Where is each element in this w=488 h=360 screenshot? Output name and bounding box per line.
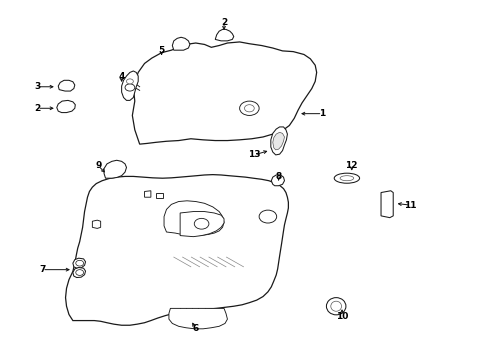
Polygon shape [104,160,126,178]
Text: 12: 12 [345,161,357,170]
Polygon shape [163,201,224,235]
Circle shape [194,219,208,229]
Circle shape [126,79,133,84]
Polygon shape [92,220,101,228]
Polygon shape [380,191,392,218]
Circle shape [76,260,83,266]
Circle shape [76,270,83,275]
Circle shape [244,105,254,112]
Polygon shape [73,267,85,278]
Text: 6: 6 [192,324,199,333]
Ellipse shape [330,301,341,311]
Polygon shape [122,71,138,100]
Text: 2: 2 [34,104,41,113]
Text: 2: 2 [221,18,227,27]
Polygon shape [57,100,75,113]
Circle shape [259,210,276,223]
Polygon shape [144,191,151,197]
Text: 5: 5 [158,46,164,55]
Polygon shape [215,30,233,41]
Polygon shape [168,309,227,329]
Text: 4: 4 [118,72,124,81]
Circle shape [239,101,259,116]
Circle shape [125,84,135,91]
Text: 3: 3 [34,82,41,91]
Text: 9: 9 [95,161,101,170]
Polygon shape [180,212,224,237]
Polygon shape [270,127,287,155]
Polygon shape [73,258,85,268]
Text: 8: 8 [275,172,281,181]
Ellipse shape [333,173,359,183]
Text: 1: 1 [319,109,325,118]
Text: 11: 11 [403,201,416,210]
Polygon shape [271,175,284,186]
Polygon shape [172,37,189,50]
Polygon shape [58,80,75,91]
Polygon shape [272,132,284,150]
Text: 7: 7 [39,265,45,274]
Polygon shape [132,42,316,144]
Text: 10: 10 [335,312,347,321]
Ellipse shape [339,176,353,181]
Polygon shape [156,193,162,198]
Polygon shape [65,175,288,325]
Text: 13: 13 [247,150,260,159]
Ellipse shape [326,298,345,315]
